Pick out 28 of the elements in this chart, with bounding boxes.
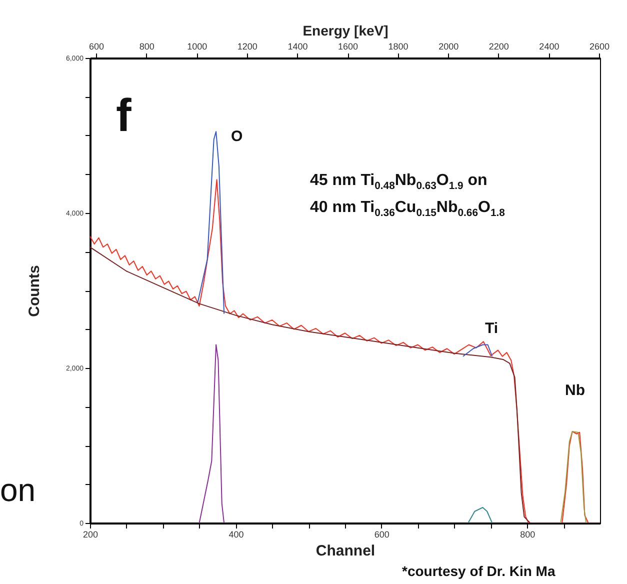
x-tick-label: 200 [82, 530, 98, 540]
x2-tick-label: 1400 [288, 42, 308, 52]
annotation: f [116, 88, 132, 142]
x-tick-label: 400 [228, 530, 244, 540]
annotation: O [231, 128, 243, 145]
x2-tick-label: 1800 [388, 42, 408, 52]
x2-tick-label: 1200 [237, 42, 258, 52]
x2-tick-label: 2000 [438, 42, 459, 52]
x-tick-label: 800 [520, 530, 536, 540]
x2-axis-title: Energy [keV] [302, 22, 388, 38]
text: *courtesy of Dr. Kin Ma [402, 563, 556, 579]
x2-tick-label: 2400 [539, 42, 560, 52]
annotation: Ti [485, 320, 498, 337]
x2-tick-label: 600 [89, 42, 104, 52]
x2-tick-label: 2200 [488, 42, 509, 52]
line-series [198, 344, 225, 523]
line-series [560, 431, 587, 523]
annotation: 40 nm Ti$_{0.36}$Cu$_{0.15}$Nb$_{0.66}$O$_{1.8}$ [310, 199, 505, 220]
annotation: Nb [565, 382, 585, 399]
annotation: 45 nm Ti$_{0.48}$Nb$_{0.63}$O$_{1.9}$ on [310, 172, 488, 192]
y-axis-title: Counts [26, 265, 43, 317]
x2-tick-label: 1600 [338, 42, 358, 52]
text: on [0, 472, 36, 509]
x2-tick-label: 2600 [589, 42, 610, 52]
x2-tick-label: 800 [139, 42, 154, 52]
x2-tick-label: 1000 [187, 42, 208, 52]
x-tick-label: 600 [374, 530, 390, 540]
x-axis-title: Channel [316, 542, 376, 560]
